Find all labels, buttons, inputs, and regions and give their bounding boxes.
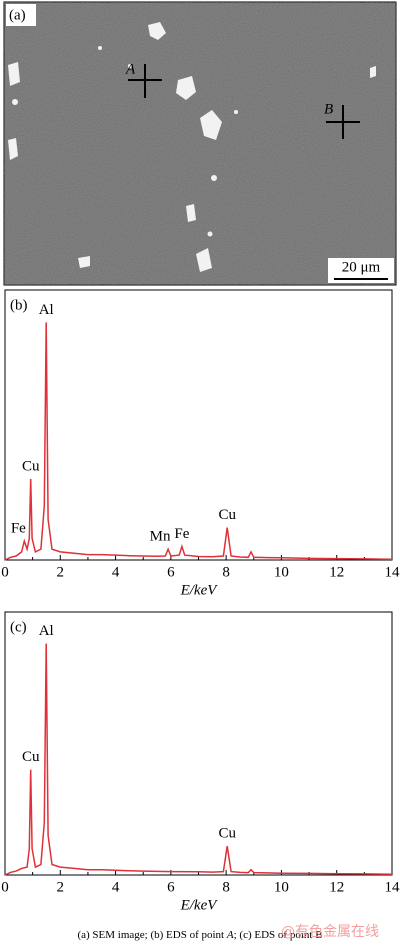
peak-label: Cu <box>218 826 236 842</box>
x-tick-label: 14 <box>385 879 400 895</box>
panel-label: (a) <box>9 7 26 23</box>
x-tick-label: 2 <box>57 564 65 580</box>
peak-label: Fe <box>11 521 26 537</box>
peak-label: Al <box>39 623 54 639</box>
watermark: @有色金属在线 <box>281 923 379 940</box>
caption-part: (a) SEM image; (b) EDS of point <box>77 929 226 941</box>
peak-label: Cu <box>22 458 40 474</box>
scale-bar-label: 20 μm <box>342 259 381 275</box>
x-tick-label: 4 <box>112 879 120 895</box>
sem-texture <box>4 2 396 285</box>
peak-label: Cu <box>22 749 40 765</box>
point-label: A <box>125 61 136 77</box>
x-tick-label: 10 <box>274 564 289 580</box>
x-tick-label: 12 <box>329 879 344 895</box>
caption-part: ; (c) EDS of point <box>234 929 316 941</box>
panel-label: (c) <box>10 619 27 635</box>
spectrum-line <box>4 322 393 561</box>
x-tick-label: 0 <box>1 564 9 580</box>
x-tick-label: 10 <box>274 879 289 895</box>
x-tick-label: 6 <box>167 564 175 580</box>
x-tick-label: 8 <box>222 879 230 895</box>
label-box <box>6 4 36 26</box>
peak-label: Fe <box>174 526 189 542</box>
x-tick-label: 14 <box>385 564 400 580</box>
caption-part: B <box>315 929 322 941</box>
peak-label: Mn <box>150 529 171 545</box>
sem-panel: (a) A B 20 μm <box>3 1 397 286</box>
sem-particles <box>8 22 376 272</box>
spectrum-line <box>4 643 393 876</box>
x-tick-label: 0 <box>1 879 9 895</box>
panel-label: (b) <box>10 297 28 313</box>
x-tick-label: 4 <box>112 564 120 580</box>
caption-part: A <box>226 929 234 941</box>
plot-frame <box>4 289 393 561</box>
x-axis-label: E/keV <box>180 897 219 913</box>
peak-label: Al <box>39 302 54 318</box>
x-tick-label: 8 <box>222 564 230 580</box>
peak-label: Cu <box>218 507 236 523</box>
x-tick-label: 2 <box>57 879 65 895</box>
x-tick-label: 6 <box>167 879 175 895</box>
x-axis-label: E/keV <box>180 582 219 598</box>
x-tick-label: 12 <box>329 564 344 580</box>
point-label: B <box>324 101 333 117</box>
plot-frame <box>4 611 393 876</box>
crosshairs <box>128 64 360 139</box>
caption: (a) SEM image; (b) EDS of point A; (c) E… <box>77 929 322 941</box>
